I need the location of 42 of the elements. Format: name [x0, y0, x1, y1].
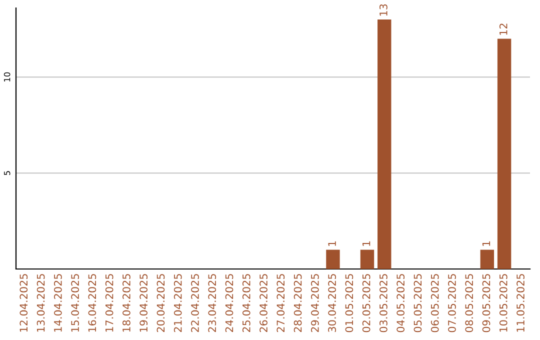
bar — [378, 20, 392, 269]
x-tick-label: 18.04.2025 — [122, 274, 130, 332]
x-tick-label: 25.04.2025 — [242, 274, 250, 332]
x-tick-label: 10.05.2025 — [499, 274, 508, 332]
x-tick-label: 30.04.2025 — [328, 274, 336, 332]
x-tick-label: 02.05.2025 — [362, 274, 370, 332]
bar — [360, 250, 374, 269]
y-tick-label: 10 — [4, 72, 10, 82]
x-tick-label: 16.04.2025 — [88, 274, 96, 332]
x-tick-label: 08.05.2025 — [465, 274, 474, 332]
data-label: 1 — [362, 241, 370, 246]
data-label: 13 — [380, 4, 388, 16]
y-tick-label: 5 — [4, 171, 10, 176]
x-tick-label: 04.05.2025 — [396, 274, 405, 332]
x-tick-label: 07.05.2025 — [448, 274, 456, 332]
x-tick-label: 09.05.2025 — [482, 274, 490, 332]
x-tick-label: 26.04.2025 — [260, 274, 268, 332]
data-label: 12 — [499, 24, 508, 35]
x-tick-label: 15.04.2025 — [71, 274, 79, 332]
x-tick-label: 03.05.2025 — [380, 274, 388, 332]
x-tick-label: 27.04.2025 — [276, 274, 285, 332]
x-tick-label: 13.04.2025 — [36, 274, 45, 332]
x-tick-label: 22.04.2025 — [191, 274, 199, 332]
x-tick-label: 24.04.2025 — [225, 274, 234, 332]
bar — [480, 250, 494, 269]
x-tick-label: 20.04.2025 — [156, 274, 165, 332]
data-label: 1 — [328, 241, 336, 246]
x-tick-label: 14.04.2025 — [54, 274, 62, 332]
data-label: 1 — [482, 241, 490, 246]
bar — [497, 38, 512, 269]
x-tick-label: 28.04.2025 — [294, 274, 302, 332]
x-tick-label: 11.05.2025 — [516, 274, 524, 332]
x-tick-label: 23.04.2025 — [208, 274, 216, 332]
x-tick-label: 01.05.2025 — [345, 274, 354, 332]
x-tick-label: 06.05.2025 — [430, 274, 439, 332]
x-tick-label: 29.04.2025 — [310, 274, 319, 332]
x-tick-label: 12.04.2025 — [20, 274, 28, 332]
x-tick-label: 17.04.2025 — [105, 274, 114, 332]
bar — [326, 250, 340, 269]
x-tick-label: 21.04.2025 — [174, 274, 182, 332]
x-tick-label: 05.05.2025 — [414, 274, 422, 332]
x-tick-label: 19.04.2025 — [140, 274, 148, 332]
